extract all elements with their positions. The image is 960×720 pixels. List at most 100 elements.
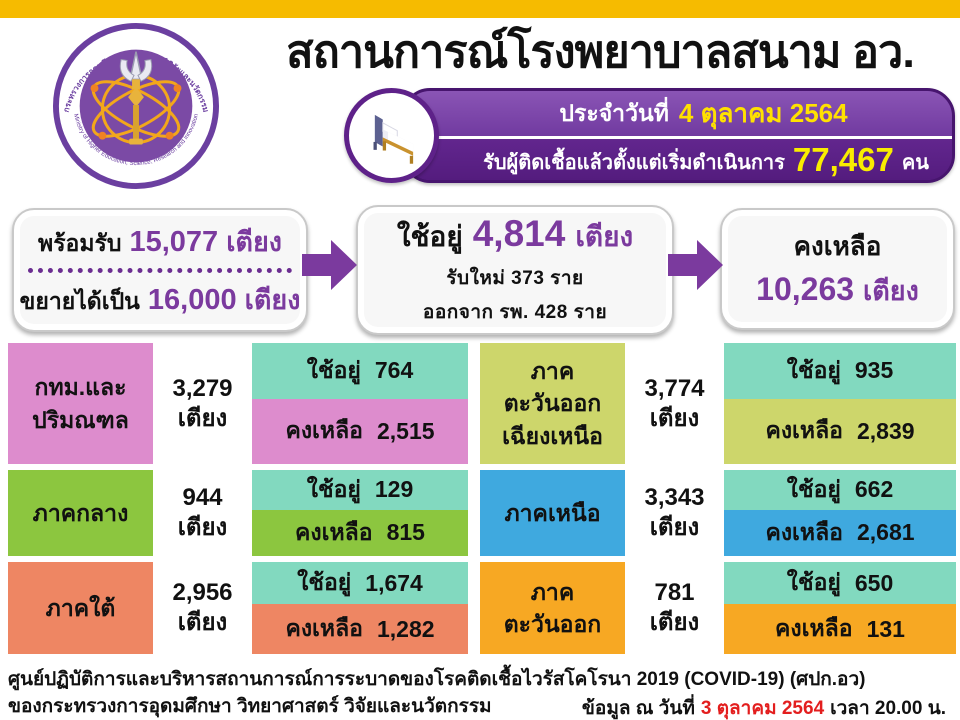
remaining-label: คงเหลือ bbox=[285, 615, 363, 642]
remaining-label: คงเหลือ bbox=[285, 417, 363, 444]
in-use-value: 129 bbox=[374, 476, 414, 503]
region-beds-value: 781 bbox=[654, 579, 695, 606]
capacity-ready-unit: เตียง bbox=[226, 226, 282, 257]
region-status: ใช้อยู่ 662 คงเหลือ 2,681 bbox=[724, 470, 956, 556]
region-name: ภาคกลาง bbox=[8, 470, 153, 556]
capacity-expand-line: ขยายได้เป็น 16,000 เตียง bbox=[20, 278, 301, 321]
capacity-ready-line: พร้อมรับ 15,077 เตียง bbox=[38, 220, 282, 263]
region-name-line: กทม.และ bbox=[34, 374, 127, 401]
region-in-use-box: ใช้อยู่ 650 bbox=[724, 562, 956, 605]
capacity-ready-label: พร้อมรับ bbox=[38, 229, 122, 256]
remaining-value: 815 bbox=[386, 519, 425, 546]
region-name-line: ตะวันออก bbox=[503, 390, 602, 417]
bed-badge bbox=[344, 88, 439, 183]
in-use-label: ใช้อยู่ bbox=[306, 356, 361, 383]
banner-total-unit: คน bbox=[901, 152, 929, 174]
region-name: ภาคเหนือ bbox=[480, 470, 625, 556]
remaining-label: คงเหลือ bbox=[775, 615, 853, 642]
region-name-line: ภาคใต้ bbox=[45, 594, 116, 621]
banner-date-row: ประจำวันที่ 4 ตุลาคม 2564 bbox=[405, 91, 952, 136]
region-remaining-box: คงเหลือ 2,515 bbox=[252, 398, 468, 464]
footer-org-line1: ศูนย์ปฏิบัติการและบริหารสถานการณ์การระบา… bbox=[8, 669, 866, 690]
new-admissions-line: รับใหม่ 373 ราย bbox=[446, 268, 584, 289]
flow-arrow-icon bbox=[668, 238, 724, 292]
flow-arrow-icon bbox=[302, 238, 358, 292]
region-beds-value: 944 bbox=[182, 484, 223, 511]
region-beds-value: 3,343 bbox=[644, 484, 705, 511]
region-row-3: ภาคใต้ 2,956 เตียง ใช้อยู่ 1,674 คงเหลือ… bbox=[8, 562, 956, 654]
region-beds-value: 3,279 bbox=[172, 374, 233, 402]
remaining-value: 2,839 bbox=[856, 417, 915, 444]
capacity-expand-value: 16,000 bbox=[147, 283, 237, 316]
page-title: สถานการณ์โรงพยาบาลสนาม อว. bbox=[286, 26, 915, 77]
region-in-use-box: ใช้อยู่ 935 bbox=[724, 343, 956, 399]
region-remaining-box: คงเหลือ 131 bbox=[724, 604, 956, 654]
region-status: ใช้อยู่ 1,674 คงเหลือ 1,282 bbox=[252, 562, 468, 654]
remaining-label: คงเหลือ bbox=[793, 231, 882, 261]
region-name-line: ภาค bbox=[530, 578, 575, 605]
region-bed-count: 2,956 เตียง bbox=[153, 562, 252, 654]
banner-date-value: 4 ตุลาคม 2564 bbox=[678, 98, 848, 128]
banner-date-label: ประจำวันที่ bbox=[559, 99, 669, 126]
region-bed-count: 3,279 เตียง bbox=[153, 343, 252, 464]
remaining-value: 10,263 bbox=[756, 271, 855, 307]
in-use-label: ใช้อยู่ bbox=[306, 475, 361, 502]
region-beds-value: 2,956 bbox=[172, 579, 233, 606]
in-use-unit: เตียง bbox=[575, 221, 634, 252]
region-remaining-box: คงเหลือ 1,282 bbox=[252, 604, 468, 654]
region-north: ภาคเหนือ 3,343 เตียง ใช้อยู่ 662 คงเหลือ… bbox=[480, 470, 956, 556]
dotted-divider bbox=[28, 267, 292, 273]
region-beds-unit: เตียง bbox=[649, 514, 700, 541]
region-status: ใช้อยู่ 129 คงเหลือ 815 bbox=[252, 470, 468, 556]
in-use-value: 935 bbox=[854, 357, 894, 384]
region-status: ใช้อยู่ 764 คงเหลือ 2,515 bbox=[252, 343, 468, 464]
region-name: ภาค ตะวันออก เฉียงเหนือ bbox=[480, 343, 625, 464]
region-east: ภาค ตะวันออก 781 เตียง ใช้อยู่ 650 คงเหล… bbox=[480, 562, 956, 654]
asof-date: 3 ตุลาคม 2564 bbox=[700, 698, 825, 719]
region-beds-unit: เตียง bbox=[649, 404, 700, 432]
region-name-line: ภาคเหนือ bbox=[504, 499, 601, 526]
in-use-value: 662 bbox=[854, 476, 894, 503]
in-use-value: 764 bbox=[374, 357, 414, 384]
remaining-value: 2,681 bbox=[856, 519, 915, 546]
in-use-line: ใช้อยู่ 4,814 เตียง bbox=[397, 213, 633, 259]
region-row-2: ภาคกลาง 944 เตียง ใช้อยู่ 129 คงเหลือ 81… bbox=[8, 470, 956, 556]
region-beds-unit: เตียง bbox=[649, 609, 700, 636]
in-use-value: 650 bbox=[854, 569, 894, 596]
region-remaining-box: คงเหลือ 815 bbox=[252, 509, 468, 556]
region-bed-count: 3,774 เตียง bbox=[625, 343, 724, 464]
region-in-use-box: ใช้อยู่ 129 bbox=[252, 470, 468, 510]
ministry-seal-logo: กระทรวงการอุดมศึกษา วิทยาศาสตร์ วิจัยและ… bbox=[52, 22, 220, 190]
region-bed-count: 3,343 เตียง bbox=[625, 470, 724, 556]
region-south: ภาคใต้ 2,956 เตียง ใช้อยู่ 1,674 คงเหลือ… bbox=[8, 562, 468, 654]
in-use-box: ใช้อยู่ 4,814 เตียง รับใหม่ 373 ราย ออกจ… bbox=[356, 205, 674, 335]
asof-prefix: ข้อมูล ณ วันที่ bbox=[581, 698, 695, 719]
region-bed-count: 944 เตียง bbox=[153, 470, 252, 556]
in-use-value: 4,814 bbox=[472, 213, 566, 254]
region-name-line: ตะวันออก bbox=[503, 611, 602, 637]
region-in-use-box: ใช้อยู่ 662 bbox=[724, 470, 956, 510]
capacity-box: พร้อมรับ 15,077 เตียง ขยายได้เป็น 16,000… bbox=[12, 208, 308, 332]
region-name-line: ภาคกลาง bbox=[32, 499, 129, 526]
capacity-expand-label: ขยายได้เป็น bbox=[19, 287, 140, 314]
region-name-line: ภาค bbox=[530, 358, 575, 385]
region-name: ภาคใต้ bbox=[8, 562, 153, 654]
in-use-label: ใช้อยู่ bbox=[297, 569, 352, 596]
region-remaining-box: คงเหลือ 2,839 bbox=[724, 398, 956, 464]
remaining-label: คงเหลือ bbox=[295, 518, 373, 545]
region-in-use-box: ใช้อยู่ 764 bbox=[252, 343, 468, 399]
region-name: กทม.และ ปริมณฑล bbox=[8, 343, 153, 464]
in-use-label: ใช้อยู่ bbox=[786, 569, 841, 596]
asof-time: เวลา 20.00 น. bbox=[830, 698, 946, 719]
remaining-value: 1,282 bbox=[376, 615, 435, 642]
region-central: ภาคกลาง 944 เตียง ใช้อยู่ 129 คงเหลือ 81… bbox=[8, 470, 468, 556]
region-beds-unit: เตียง bbox=[177, 404, 228, 432]
remaining-value: 2,515 bbox=[376, 417, 435, 444]
ministry-seal-icon: กระทรวงการอุดมศึกษา วิทยาศาสตร์ วิจัยและ… bbox=[52, 22, 220, 190]
region-in-use-box: ใช้อยู่ 1,674 bbox=[252, 562, 468, 605]
region-northeast: ภาค ตะวันออก เฉียงเหนือ 3,774 เตียง ใช้อ… bbox=[480, 343, 956, 464]
region-name: ภาค ตะวันออก bbox=[480, 562, 625, 654]
region-status: ใช้อยู่ 935 คงเหลือ 2,839 bbox=[724, 343, 956, 464]
remaining-value: 131 bbox=[866, 615, 905, 642]
remaining-box: คงเหลือ 10,263 เตียง bbox=[720, 208, 955, 330]
